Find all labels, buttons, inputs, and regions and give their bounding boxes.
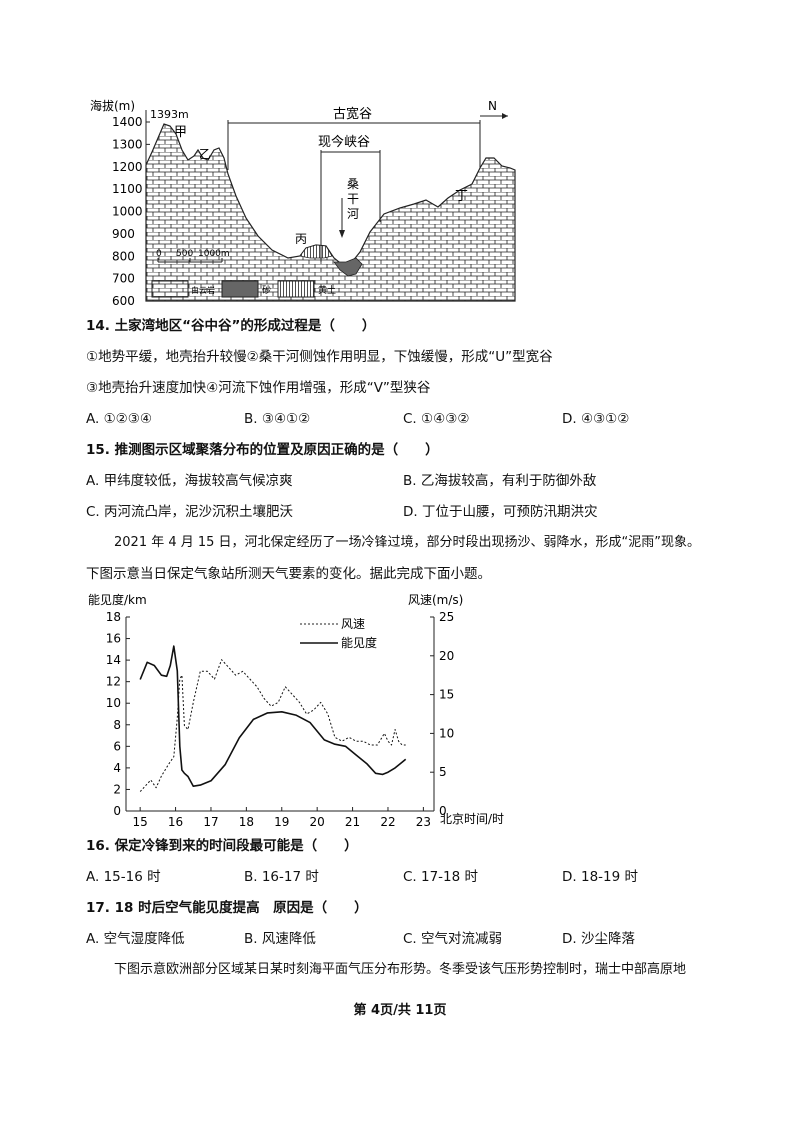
x-tick-label: 17 [203,815,218,828]
ancient-valley-label: 古宽谷 [333,106,372,122]
y-left-tick-label: 10 [106,696,121,710]
y-left-tick-label: 0 [113,804,121,818]
x-tick-label: 18 [239,815,254,828]
y-right-tick-label: 0 [439,804,447,818]
q16-option-b[interactable]: B. 16-17 时 [244,869,319,885]
y-right-tick-label: 25 [439,610,454,624]
modern-gorge-label: 现今峡谷 [318,134,370,150]
legend-label-loess: 黄土 [318,284,336,296]
y-right-tick-label: 5 [439,765,447,779]
y-left-tick-label: 4 [113,761,121,775]
profile-y-tick-label: 800 [112,249,135,263]
valley-profile-diagram: 1400 1300 1200 1100 1000 900 800 700 600 海拔(m) 1… [90,98,516,308]
wind-speed-line [139,659,406,792]
q15-option-a[interactable]: A. 甲纬度较低，海拔较高气候凉爽 [86,473,293,489]
x-tick-label: 19 [274,815,289,828]
profile-y-tick-label: 1400 [112,115,143,129]
q17-option-d[interactable]: D. 沙尘降落 [562,931,635,947]
q16-option-d[interactable]: D. 18-19 时 [562,869,638,885]
x-tick-label: 22 [380,815,395,828]
q15-option-d[interactable]: D. 丁位于山腰，可预防汛期洪灾 [403,504,598,520]
q17-option-a[interactable]: A. 空气湿度降低 [86,931,185,947]
bottom-paragraph: 下图示意欧洲部分区域某日某时刻海平面气压分布形势。冬季受该气压形势控制时，瑞士中… [114,962,687,977]
q17-stem: 17. 18 时后空气能见度提高 原因是（ ） [86,900,368,916]
q16-stem: 16. 保定冷锋到来的时间段最可能是（ ） [86,838,358,854]
weather-chart: 能见度/km 风速(m/s) 北京时间/时 风速 能见度 18 16 14 12 10 8… [88,592,504,828]
profile-y-axis-label: 海拔(m) [90,98,135,113]
profile-y-tick-label: 1100 [112,182,143,196]
svg-text:0: 0 [156,249,162,259]
legend-wind-label: 风速 [341,617,365,631]
intro-line1: 2021 年 4 月 15 日，河北保定经历了一场冷锋过境，部分时段出现扬沙、弱… [114,535,701,550]
q14-option-a[interactable]: A. ①②③④ [86,411,152,427]
q14-option-b[interactable]: B. ③④①② [244,411,311,427]
point-bing: 丙 [295,232,307,246]
river-label-1: 桑 [347,177,359,191]
x-tick-label: 20 [310,815,325,828]
q14-line1: ①地势平缓，地壳抬升较慢②桑干河侧蚀作用明显，下蚀缓慢，形成“U”型宽谷 [86,349,553,365]
river-label-3: 河 [347,207,359,221]
sand-patch [333,257,363,277]
point-yi: 乙 [199,147,211,161]
y-left-tick-label: 16 [106,632,121,646]
point-jia: 甲 [174,125,187,140]
loess-patch [299,244,333,259]
legend-label-dolomite: 白云岩 [191,285,215,295]
legend-label-sand: 砂 [262,284,271,296]
legend-swatch-loess [277,280,315,298]
chart-xlabel: 北京时间/时 [440,812,504,826]
profile-y-tick-label: 1000 [112,205,143,219]
profile-y-tick-label: 600 [112,294,135,308]
legend-swatch-dolomite [151,280,189,298]
y-right-tick-label: 20 [439,649,454,663]
point-ding: 丁 [455,189,468,204]
q16-option-a[interactable]: A. 15-16 时 [86,869,161,885]
y-left-tick-label: 2 [113,782,121,796]
x-tick-label: 16 [168,815,183,828]
page-footer: 第 4页/共 11页 [353,1003,447,1018]
q15-option-b[interactable]: B. 乙海拔较高，有利于防御外敌 [403,473,597,489]
q17-option-c[interactable]: C. 空气对流减弱 [403,931,503,947]
x-tick-label: 15 [133,815,148,828]
y-right-tick-label: 10 [439,726,454,740]
y-left-tick-label: 8 [113,718,121,732]
y-left-tick-label: 18 [106,610,121,624]
y-left-tick-label: 6 [113,739,121,753]
svg-text:1000m: 1000m [198,249,230,259]
visibility-line [139,645,407,787]
q14-option-d[interactable]: D. ④③①② [562,411,630,427]
river-label-2: 干 [347,192,359,206]
q14-stem: 14. 土家湾地区“谷中谷”的形成过程是（ ） [86,318,376,334]
profile-y-tick-label: 1300 [112,137,143,151]
y-left-tick-label: 14 [106,653,121,667]
scale-bar: 0 500 1000m [156,249,230,263]
x-tick-label: 21 [345,815,360,828]
q14-line2: ③地壳抬升速度加快④河流下蚀作用增强，形成“V”型狭谷 [86,380,431,396]
x-tick-label: 23 [416,815,431,828]
legend-visibility-label: 能见度 [341,635,377,650]
q15-stem: 15. 推测图示区域聚落分布的位置及原因正确的是（ ） [86,442,439,458]
chart-ylabel-left: 能见度/km [88,592,147,607]
q16-option-c[interactable]: C. 17-18 时 [403,869,479,885]
y-right-tick-label: 15 [439,688,454,702]
peak-elevation-label: 1393m [150,108,189,121]
y-left-tick-label: 12 [106,675,121,689]
profile-y-tick-label: 700 [112,272,135,286]
north-label: N [488,99,497,113]
legend-swatch-sand [221,280,259,298]
chart-ylabel-right: 风速(m/s) [408,593,463,607]
svg-text:500: 500 [176,249,193,259]
intro-line2: 下图示意当日保定气象站所测天气要素的变化。据此完成下面小题。 [86,566,491,582]
profile-y-tick-label: 1200 [112,160,143,174]
q14-option-c[interactable]: C. ①④③② [403,411,470,427]
profile-y-ticks: 1400 1300 1200 1100 1000 900 800 700 600 [112,115,150,308]
q17-option-b[interactable]: B. 风速降低 [244,931,316,947]
profile-legend: 白云岩 砂 黄土 [151,280,336,298]
profile-y-tick-label: 900 [112,227,135,241]
q15-option-c[interactable]: C. 丙河流凸岸，泥沙沉积土壤肥沃 [86,504,294,520]
